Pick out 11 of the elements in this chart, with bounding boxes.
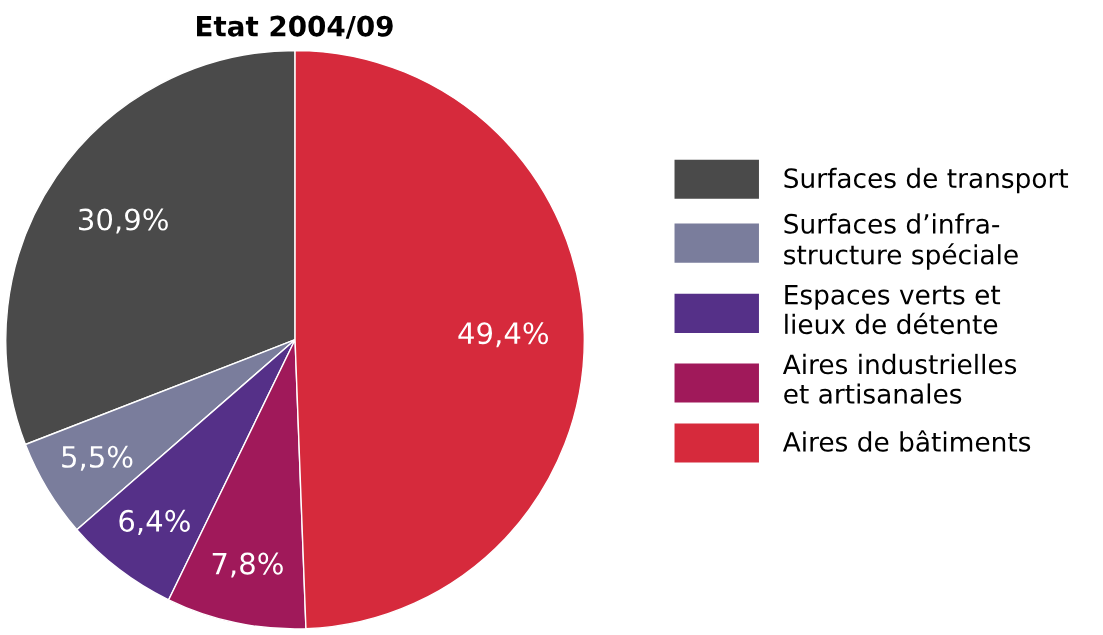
legend-label: Surfaces d’infra- structure spéciale [784,213,1018,270]
chart-title: Etat 2004/09 [197,15,393,39]
legend-label: Espaces verts et lieux de détente [785,285,1001,335]
data-label: 49,4% [458,322,549,348]
legend-label: Aires de bâtiments [782,430,1031,452]
data-label: 30,9% [79,208,168,234]
legend-label: Surfaces de transport [784,167,1069,194]
data-label: 6,4% [119,509,190,535]
legend-label: Aires industrielles et artisanales [782,353,1017,404]
data-label: 7,8% [212,552,283,578]
data-label: 5,5% [62,445,133,471]
